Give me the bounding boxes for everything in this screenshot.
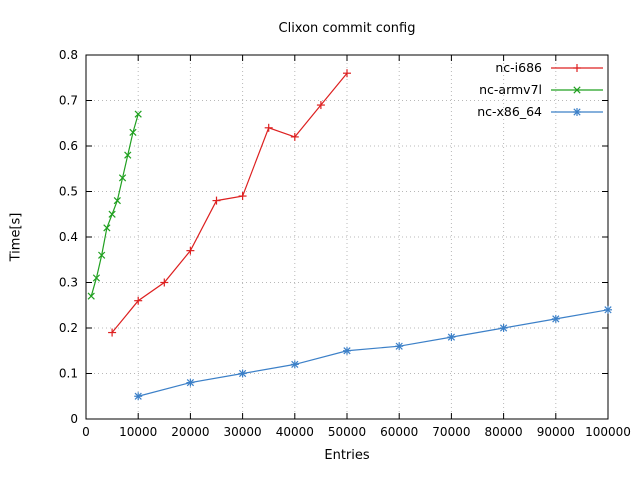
svg-text:20000: 20000 (171, 425, 209, 439)
svg-text:0.6: 0.6 (59, 139, 78, 153)
svg-text:0: 0 (82, 425, 90, 439)
svg-text:0.7: 0.7 (59, 94, 78, 108)
svg-text:10000: 10000 (119, 425, 157, 439)
svg-text:60000: 60000 (380, 425, 418, 439)
svg-text:50000: 50000 (328, 425, 366, 439)
svg-text:nc-x86_64: nc-x86_64 (477, 104, 542, 119)
svg-text:0.8: 0.8 (59, 48, 78, 62)
svg-text:80000: 80000 (485, 425, 523, 439)
svg-text:0: 0 (70, 412, 78, 426)
svg-text:0.5: 0.5 (59, 185, 78, 199)
svg-text:100000: 100000 (585, 425, 631, 439)
svg-text:40000: 40000 (276, 425, 314, 439)
svg-text:70000: 70000 (432, 425, 470, 439)
x-axis-label: Entries (324, 448, 370, 463)
chart-title: Clixon commit config (278, 21, 416, 36)
svg-text:nc-armv7l: nc-armv7l (479, 82, 542, 97)
svg-text:0.3: 0.3 (59, 276, 78, 290)
svg-text:0.1: 0.1 (59, 367, 78, 381)
svg-text:0.4: 0.4 (59, 230, 78, 244)
svg-text:90000: 90000 (537, 425, 575, 439)
svg-text:30000: 30000 (224, 425, 262, 439)
svg-text:0.2: 0.2 (59, 321, 78, 335)
svg-text:nc-i686: nc-i686 (495, 60, 542, 75)
